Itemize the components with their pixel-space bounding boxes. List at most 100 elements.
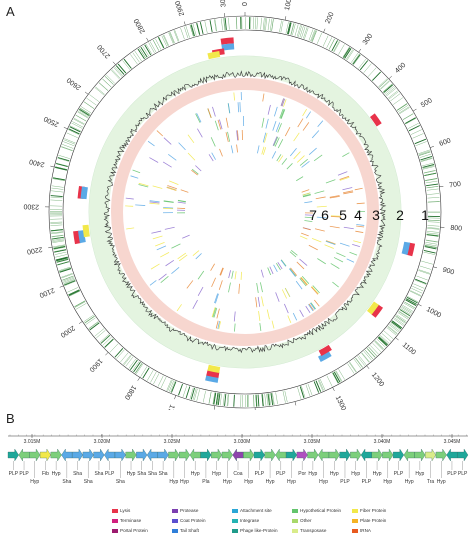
density-line <box>213 392 217 405</box>
density-line <box>74 300 86 307</box>
feature-line <box>212 307 217 318</box>
density-line <box>361 352 370 363</box>
feature-line <box>163 207 174 209</box>
density-line <box>72 121 83 128</box>
density-line <box>342 47 351 58</box>
density-line <box>422 162 434 167</box>
feature-line <box>196 113 202 123</box>
density-line <box>59 268 72 273</box>
density-line <box>217 393 221 406</box>
gene-arrow <box>93 448 105 462</box>
feature-line <box>192 299 198 310</box>
density-line <box>228 17 230 30</box>
density-line <box>358 58 367 69</box>
density-line <box>427 193 440 195</box>
density-line <box>79 108 90 116</box>
density-line <box>196 22 201 35</box>
feature-line <box>280 98 284 107</box>
density-line <box>134 363 143 374</box>
density-line <box>326 375 333 387</box>
density-line <box>423 250 436 254</box>
legend-label: Terminase <box>120 518 142 523</box>
density-line <box>69 126 81 133</box>
density-line <box>57 158 70 162</box>
legend-swatch <box>112 508 118 513</box>
density-line <box>405 118 417 125</box>
density-line <box>382 83 393 92</box>
density-line <box>424 245 437 248</box>
gene-label: Hyp <box>266 479 275 485</box>
legend-item: Lysis <box>112 508 130 513</box>
density-line <box>381 333 392 342</box>
density-line <box>155 38 162 50</box>
feature-line <box>315 196 326 200</box>
gene-arrow <box>371 448 383 462</box>
density-line <box>142 45 150 57</box>
density-line <box>53 245 66 248</box>
legend-swatch <box>172 528 178 533</box>
gene-label: PLP <box>276 471 286 477</box>
density-line <box>53 245 66 249</box>
density-line <box>424 246 437 250</box>
feature-line <box>277 139 284 149</box>
feature-line <box>304 216 313 219</box>
legend-swatch <box>112 518 118 523</box>
feature-line <box>342 152 350 158</box>
feature-line <box>225 117 229 128</box>
density-line <box>52 238 64 241</box>
density-line <box>423 170 436 174</box>
density-line <box>153 373 160 385</box>
density-line <box>50 229 63 232</box>
feature-line <box>138 182 149 187</box>
ring-number: 1 <box>421 207 429 223</box>
density-line <box>62 275 74 281</box>
feature-line <box>210 137 216 147</box>
density-line <box>358 355 367 365</box>
feature-line <box>333 257 344 263</box>
density-line <box>265 18 267 31</box>
density-line <box>301 386 306 398</box>
feature-line <box>329 196 340 199</box>
feature-line <box>356 225 365 228</box>
density-line <box>426 183 439 187</box>
gene-arrow <box>382 448 394 462</box>
feature-line <box>284 126 291 137</box>
density-line <box>272 392 275 405</box>
feature-line <box>160 275 169 284</box>
feature-line <box>349 251 358 256</box>
density-line <box>50 196 63 199</box>
density-line <box>185 26 190 38</box>
density-line <box>290 23 295 35</box>
tick-label: 2400 <box>29 157 46 167</box>
density-line <box>74 300 86 307</box>
feature-line <box>289 268 296 277</box>
density-line <box>349 361 357 373</box>
gene-arrow <box>425 448 437 462</box>
density-line <box>406 296 418 304</box>
density-line <box>134 51 142 62</box>
density-line <box>419 151 431 156</box>
feature-line <box>218 280 223 290</box>
density-line <box>55 166 68 170</box>
tick-mark <box>59 285 64 288</box>
density-line <box>104 76 114 85</box>
density-line <box>275 392 278 405</box>
feature-line <box>168 153 177 161</box>
feature-line <box>332 281 339 288</box>
density-line <box>261 394 264 407</box>
feature-line <box>314 190 325 194</box>
density-line <box>404 301 415 308</box>
density-line <box>397 103 408 111</box>
density-line <box>367 348 376 358</box>
feature-line <box>192 250 200 256</box>
legend-item: Portal Protein <box>112 528 148 533</box>
density-line <box>55 167 67 171</box>
density-line <box>389 323 400 332</box>
gene-label: Sha <box>94 471 103 477</box>
feature-line <box>337 171 348 176</box>
density-line <box>196 22 201 35</box>
density-line <box>398 310 410 318</box>
density-line <box>264 18 266 31</box>
density-line <box>89 94 100 102</box>
gene-block <box>206 369 220 378</box>
